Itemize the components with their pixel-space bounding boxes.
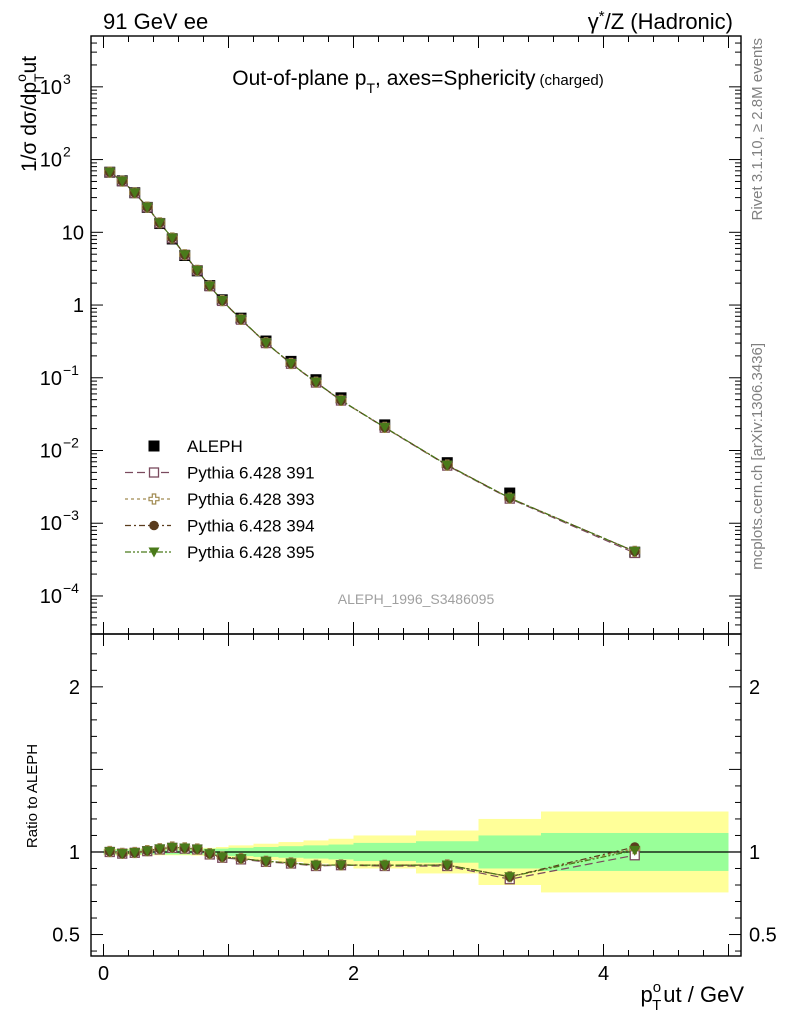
legend-marker (148, 493, 160, 505)
mc-point-4 (310, 377, 322, 388)
mc-point-4 (335, 395, 347, 406)
legend-label: Pythia 6.428 395 (187, 543, 315, 562)
ratio-point-4 (379, 860, 391, 871)
mcplots-source-label: mcplots.cern.ch [arXiv:1306.3436] (749, 343, 766, 570)
ratio-y-tick-label-right: 1 (749, 842, 760, 864)
ratio-point-4 (285, 858, 297, 869)
ratio-y-tick-label: 2 (69, 677, 80, 699)
mc-point-4 (285, 359, 297, 370)
ratio-frame (90, 633, 742, 957)
ratio-point-4 (166, 842, 178, 853)
main-plot-panel: Out-of-plane pT, axes=Sphericity (charged… (13, 35, 742, 635)
mc-point-4 (504, 493, 516, 504)
mc-point-4 (260, 338, 272, 349)
mc-point-4 (141, 202, 153, 213)
mc-point-4 (191, 265, 203, 276)
ratio-point-4 (204, 849, 216, 860)
ratio-point-4 (154, 844, 166, 855)
ratio-point-4 (335, 860, 347, 871)
ratio-y-tick-label: 0.5 (52, 925, 80, 947)
mc-point-4 (179, 250, 191, 261)
legend-marker (149, 520, 159, 531)
mc-point-4 (629, 546, 641, 557)
main-y-tick-label: 10 (40, 77, 62, 99)
main-y-tick-exponent: 2 (63, 144, 71, 160)
legend-label: Pythia 6.428 394 (187, 517, 315, 536)
mc-point-4 (235, 314, 247, 325)
x-tick-label: 2 (348, 963, 359, 985)
main-y-tick-exponent: −3 (63, 507, 79, 523)
mc-point-4 (204, 281, 216, 292)
legend-label: ALEPH (187, 437, 243, 456)
ratio-point-4 (441, 860, 453, 871)
mc-point-4 (154, 218, 166, 229)
main-y-tick-exponent: −1 (63, 362, 79, 378)
main-y-tick-label: 10 (40, 368, 62, 390)
mc-point-4 (166, 233, 178, 244)
legend-label: Pythia 6.428 391 (187, 464, 315, 483)
legend-entry: Pythia 6.428 393 (125, 490, 315, 509)
mc-point-4 (441, 460, 453, 471)
mc-point-4 (129, 188, 141, 199)
ratio-point-4 (216, 852, 228, 863)
ratio-point-4 (129, 848, 141, 859)
legend-marker (148, 467, 160, 478)
ratio-point-4 (191, 844, 203, 855)
ratio-point-4 (629, 845, 641, 856)
main-y-tick-label: 1 (73, 295, 84, 317)
ratio-y-tick-label-right: 0.5 (749, 925, 777, 947)
main-y-tick-label: 10 (40, 586, 62, 608)
ratio-point-4 (260, 856, 272, 867)
legend-entry: Pythia 6.428 391 (125, 464, 315, 483)
ratio-point-4 (141, 846, 153, 857)
main-y-tick-label: 10 (40, 150, 62, 172)
ratio-point-4 (235, 854, 247, 865)
ratio-plot-panel: Ratio to ALEPH 0 2 4 0.5 0.5 1 1 2 2 po Tut / GeV (24, 633, 777, 1014)
mc-point-4 (116, 176, 128, 187)
mc-point-4 (379, 422, 391, 433)
main-y-tick-exponent: 3 (63, 71, 71, 87)
x-tick-label: 4 (598, 963, 609, 985)
ratio-point-4 (504, 872, 516, 883)
main-plot-title: Out-of-plane pT, axes=Sphericity (charged… (232, 67, 604, 96)
ratio-y-tick-label: 1 (69, 842, 80, 864)
ratio-point-4 (116, 848, 128, 859)
ratio-plot-area: 0 2 4 0.5 0.5 1 1 2 2 (52, 633, 777, 985)
rivet-version-label: Rivet 3.1.10, ≥ 2.8M events (749, 38, 766, 221)
main-y-tick-exponent: −2 (63, 435, 79, 451)
legend-entry: Pythia 6.428 395 (125, 543, 315, 562)
ratio-point-4 (179, 843, 191, 854)
ratio-x-axis-label: po Tut / GeV (641, 979, 745, 1014)
legend-entry: ALEPH (148, 437, 243, 456)
ratio-y-tick-label-right: 2 (749, 677, 760, 699)
mc-point-4 (104, 167, 116, 178)
ratio-point-4 (104, 847, 116, 858)
ratio-point-4 (310, 860, 322, 871)
legend-marker (148, 440, 160, 452)
legend: ALEPH Pythia 6.428 391 Pythia 6.428 393 Pyt… (125, 437, 315, 562)
legend-marker (148, 547, 160, 558)
ratio-y-axis-label: Ratio to ALEPH (24, 744, 41, 848)
x-tick-label: 0 (98, 963, 109, 985)
analysis-watermark: ALEPH_1996_S3486095 (338, 591, 495, 607)
mc-point-4 (216, 296, 228, 307)
main-y-tick-label: 10 (40, 513, 62, 535)
header-energy-label: 91 GeV ee (103, 9, 208, 34)
main-y-tick-exponent: −4 (63, 580, 79, 596)
main-y-tick-label: 10 (62, 222, 84, 244)
header-process-label: γ*/Z (Hadronic) (588, 8, 733, 34)
main-y-axis-label: 1/σ dσ/dpo Tut (13, 56, 47, 172)
legend-label: Pythia 6.428 393 (187, 490, 315, 509)
legend-entry: Pythia 6.428 394 (125, 517, 315, 536)
main-y-tick-label: 10 (40, 441, 62, 463)
